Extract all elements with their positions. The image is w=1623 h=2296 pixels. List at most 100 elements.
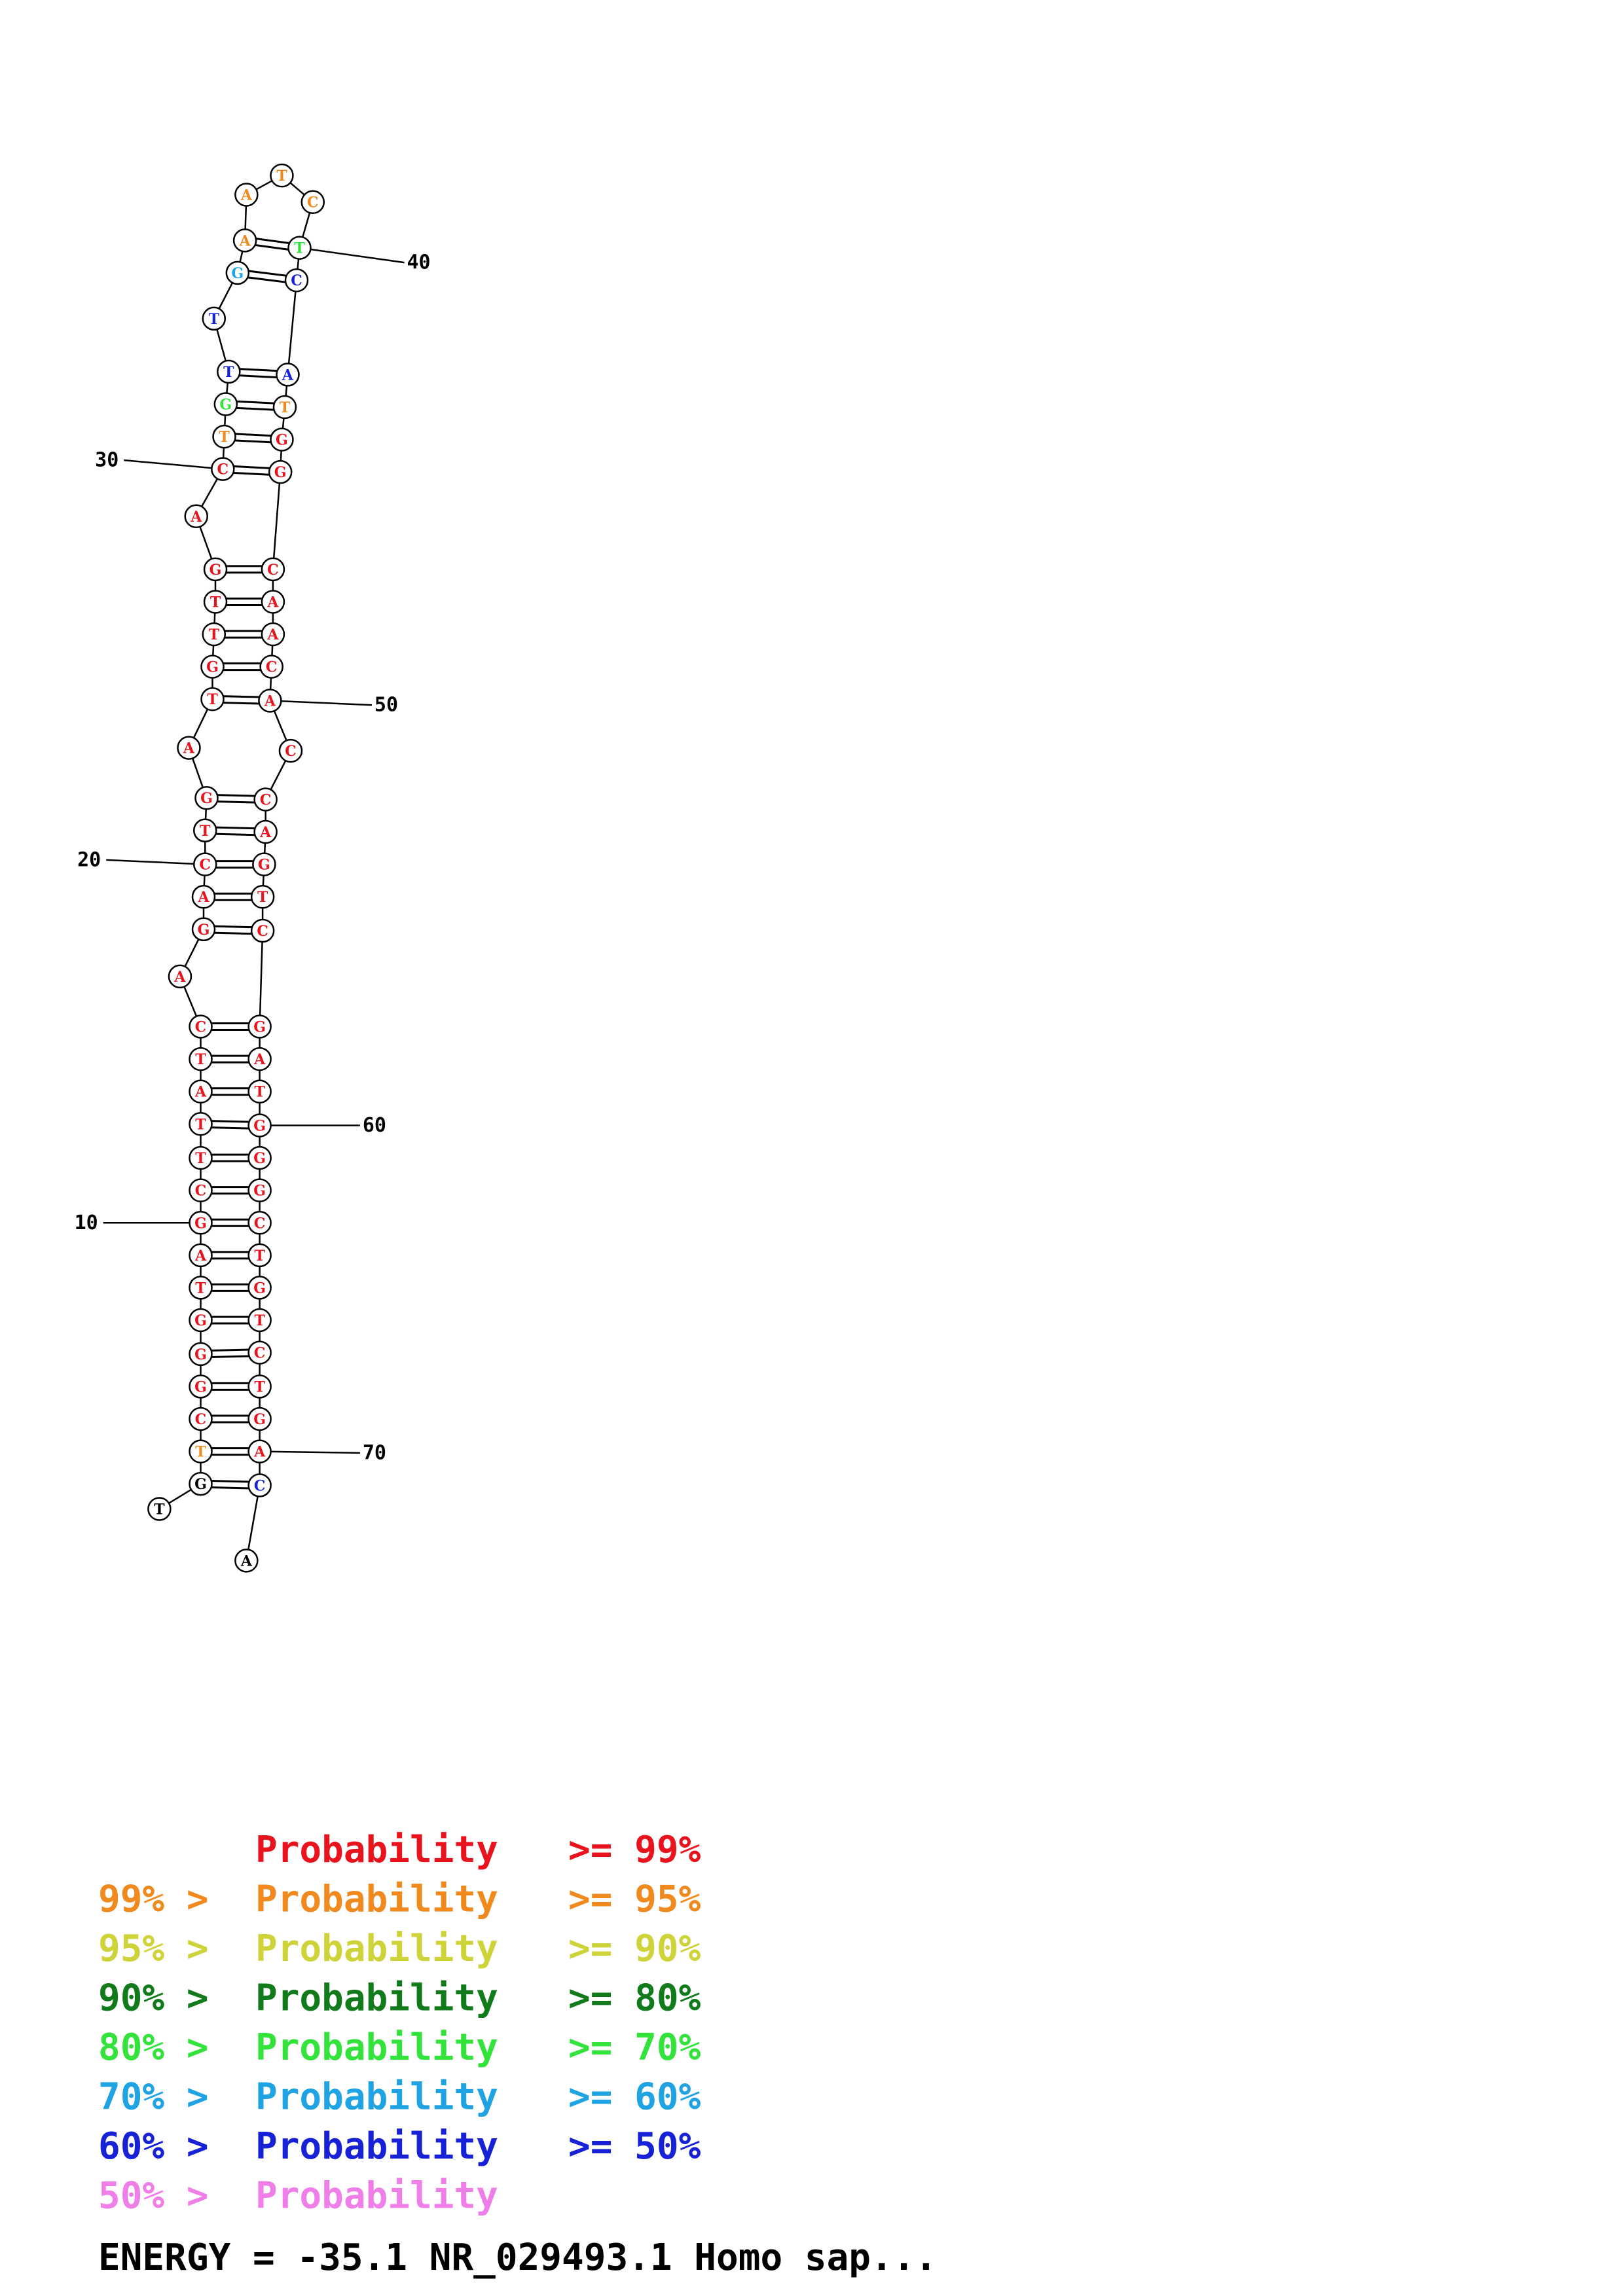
nucleotide: A <box>191 884 216 909</box>
nucleotide: G <box>252 852 276 876</box>
nucleotide-circle <box>247 1243 272 1268</box>
nucleotide-letter: T <box>207 691 218 708</box>
nucleotide-letter: T <box>254 1312 265 1329</box>
nucleotide-letter: C <box>257 923 268 940</box>
nucleotide-letter: G <box>210 562 222 579</box>
nucleotide-letter: C <box>260 791 272 808</box>
nucleotide-letter: A <box>173 969 186 986</box>
nucleotide-letter: T <box>257 889 268 906</box>
nucleotide-circle <box>250 918 275 943</box>
nucleotide: T <box>272 395 297 420</box>
nucleotide-circle <box>203 590 228 614</box>
nucleotide: A <box>234 183 259 207</box>
nucleotide-letter: C <box>285 743 297 760</box>
nucleotide-letter: C <box>267 562 279 579</box>
nucleotide-letter: G <box>253 1411 266 1428</box>
nucleotide-circle <box>247 1308 272 1333</box>
nucleotide: T <box>189 1112 213 1136</box>
nucleotide-letter: G <box>194 1312 207 1329</box>
nucleotide-circle <box>184 504 208 529</box>
nucleotide-letter: G <box>194 1476 207 1493</box>
nucleotide-circle <box>276 363 300 387</box>
nucleotide: T <box>193 818 217 843</box>
position-label: 30 <box>95 449 119 472</box>
nucleotide: C <box>189 1014 213 1039</box>
nucleotide-circle <box>301 190 325 214</box>
nucleotide-letter: C <box>195 1411 207 1428</box>
nucleotide-letter: A <box>190 509 202 526</box>
nucleotide-letter: C <box>195 1019 207 1036</box>
nucleotide-letter: T <box>254 1247 265 1265</box>
position-tick-line <box>270 700 372 706</box>
nucleotide-circle <box>189 1308 213 1333</box>
nucleotide-circle <box>191 884 216 909</box>
nucleotide-letter: G <box>274 464 287 481</box>
nucleotide-circle <box>234 1549 259 1573</box>
nucleotide: A <box>177 736 201 760</box>
nucleotide: C <box>189 1178 213 1202</box>
nucleotide-letter: A <box>259 824 272 841</box>
nucleotide-letter: C <box>254 1215 266 1232</box>
position-tick-line <box>106 859 206 865</box>
nucleotide-letter: C <box>254 1477 266 1494</box>
nucleotide: T <box>200 687 225 711</box>
nucleotide-circle <box>191 917 216 942</box>
nucleotide-letter: G <box>194 1215 207 1232</box>
nucleotide: G <box>189 1342 213 1367</box>
nucleotide: T <box>189 1145 213 1170</box>
nucleotide-letter: G <box>198 922 210 939</box>
nucleotide: T <box>250 884 275 909</box>
nucleotide-circle <box>258 689 282 713</box>
nucleotides: TGTCGGGTAGCTTATCAGACTGATGTTGACTGTTGAATCT… <box>147 163 325 1573</box>
nucleotide: A <box>247 1439 272 1463</box>
nucleotide: A <box>261 622 285 647</box>
legend-suffix: >= 99% <box>568 1829 701 1871</box>
nucleotide-circle <box>189 1374 213 1399</box>
nucleotide-circle <box>247 1079 272 1103</box>
nucleotide: A <box>276 363 300 387</box>
nucleotide-letter: T <box>195 1280 206 1297</box>
nucleotide-circle <box>268 459 293 484</box>
nucleotide: G <box>189 1374 213 1399</box>
nucleotide-circle <box>189 1047 213 1071</box>
nucleotide: T <box>287 236 312 260</box>
nucleotide-circle <box>203 557 228 582</box>
position-label: 70 <box>363 1441 386 1464</box>
nucleotide: T <box>247 1243 272 1268</box>
nucleotide: T <box>212 424 236 449</box>
nucleotide: G <box>247 1113 272 1138</box>
nucleotide-circle <box>189 1342 213 1367</box>
legend-label: Probability <box>255 2175 498 2217</box>
nucleotide: G <box>200 655 225 679</box>
nucleotide: C <box>278 738 303 763</box>
nucleotide-letter: A <box>240 187 253 204</box>
nucleotide-letter: G <box>258 857 270 874</box>
nucleotide-letter: A <box>194 1084 207 1101</box>
nucleotide: A <box>258 689 282 713</box>
nucleotide-circle <box>168 964 192 989</box>
nucleotide-letter: G <box>219 396 232 413</box>
nucleotide: T <box>147 1497 172 1521</box>
position-tick-line <box>299 247 405 264</box>
position-label: 40 <box>407 251 430 274</box>
nucleotide-circle <box>202 306 227 331</box>
nucleotide-circle <box>189 1079 213 1103</box>
legend-prefix: 70% > <box>98 2076 209 2119</box>
legend-prefix: 80% > <box>98 2026 209 2069</box>
nucleotide-circle <box>202 622 227 647</box>
nucleotide-letter: A <box>240 1552 253 1570</box>
nucleotide: G <box>194 785 219 810</box>
nucleotide-letter: C <box>199 857 211 874</box>
nucleotide: C <box>193 852 217 876</box>
nucleotide: A <box>168 964 192 989</box>
nucleotide-circle <box>189 1439 213 1463</box>
nucleotide-circle <box>261 622 285 647</box>
nucleotide-letter: A <box>253 1051 266 1068</box>
nucleotide-letter: A <box>266 626 279 643</box>
nucleotide-letter: G <box>194 1346 207 1363</box>
nucleotide-letter: A <box>197 889 210 906</box>
nucleotide-letter: G <box>231 265 244 282</box>
nucleotide-circle <box>225 260 250 285</box>
nucleotide-circle <box>247 1340 272 1365</box>
